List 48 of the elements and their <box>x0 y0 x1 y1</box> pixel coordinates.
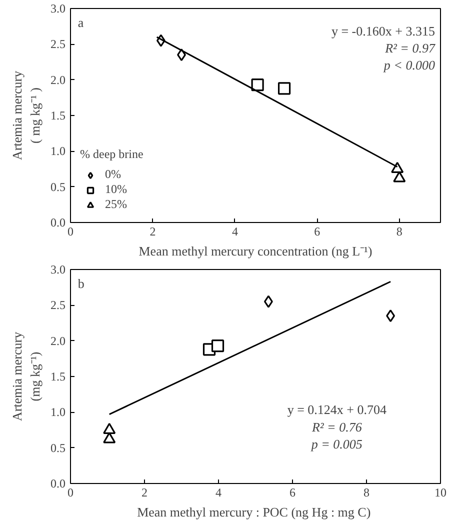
legend-label: 25% <box>105 197 127 212</box>
legend-title: % deep brine <box>80 147 144 162</box>
annotation: b <box>78 276 84 291</box>
annotation: p = 0.005 <box>310 436 363 452</box>
annotation: y = 0.124x + 0.704 <box>287 402 387 418</box>
y-axis-title: Artemia mercury ( mg kg⁻¹ ) <box>10 70 42 160</box>
x-tick-label: 2 <box>150 224 156 238</box>
y-tick-label: 0.5 <box>50 440 66 455</box>
y-tick-label: 1.0 <box>50 144 66 158</box>
y-tick-label: 1.5 <box>50 370 66 384</box>
y-tick-label: 3.0 <box>50 2 66 16</box>
x-tick-label: 0 <box>68 486 74 500</box>
x-tick-label: 8 <box>364 486 370 500</box>
annotation: a <box>78 14 84 30</box>
y-tick-label: 2.0 <box>50 334 66 348</box>
point <box>103 422 116 434</box>
x-axis-title: Mean methyl mercury concentration (ng L⁻¹) <box>138 244 372 258</box>
y-tick-label: 2.5 <box>50 37 66 52</box>
x-tick-label: 6 <box>290 486 296 500</box>
annotation: y = -0.160x + 3.315 <box>331 23 435 38</box>
y-tick-label: 1.5 <box>50 108 66 122</box>
y-tick-label: 1.0 <box>50 405 66 420</box>
x-tick-label: 0 <box>68 224 74 238</box>
y-tick-label: 2.5 <box>50 298 66 312</box>
annotation: R² = 0.97 <box>384 40 436 56</box>
y-tick-label: 2.0 <box>50 72 66 87</box>
legend-label: 0% <box>105 167 122 182</box>
point <box>278 82 291 95</box>
y-axis-title: Artemia mercury (mg kg⁻¹) <box>10 331 42 422</box>
x-tick-label: 10 <box>434 486 446 500</box>
x-axis-title: Mean methyl mercury : POC (ng Hg : mg C) <box>137 504 371 520</box>
y-tick-label: 0.0 <box>50 216 66 230</box>
x-tick-label: 4 <box>232 224 238 238</box>
x-tick-label: 2 <box>142 486 148 500</box>
point <box>264 295 273 308</box>
point <box>391 162 404 173</box>
point <box>211 340 224 352</box>
point <box>386 310 396 322</box>
y-tick-label: 0.0 <box>50 476 66 490</box>
annotation: p < 0.000 <box>382 58 436 73</box>
point <box>251 78 264 92</box>
annotation: R² = 0.76 <box>310 419 362 434</box>
x-tick-label: 4 <box>216 486 222 500</box>
x-tick-label: 8 <box>396 224 402 238</box>
y-tick-label: 0.5 <box>50 180 66 194</box>
x-tick-label: 6 <box>314 224 320 238</box>
y-tick-label: 3.0 <box>50 262 66 276</box>
legend-label: 10% <box>105 182 127 197</box>
